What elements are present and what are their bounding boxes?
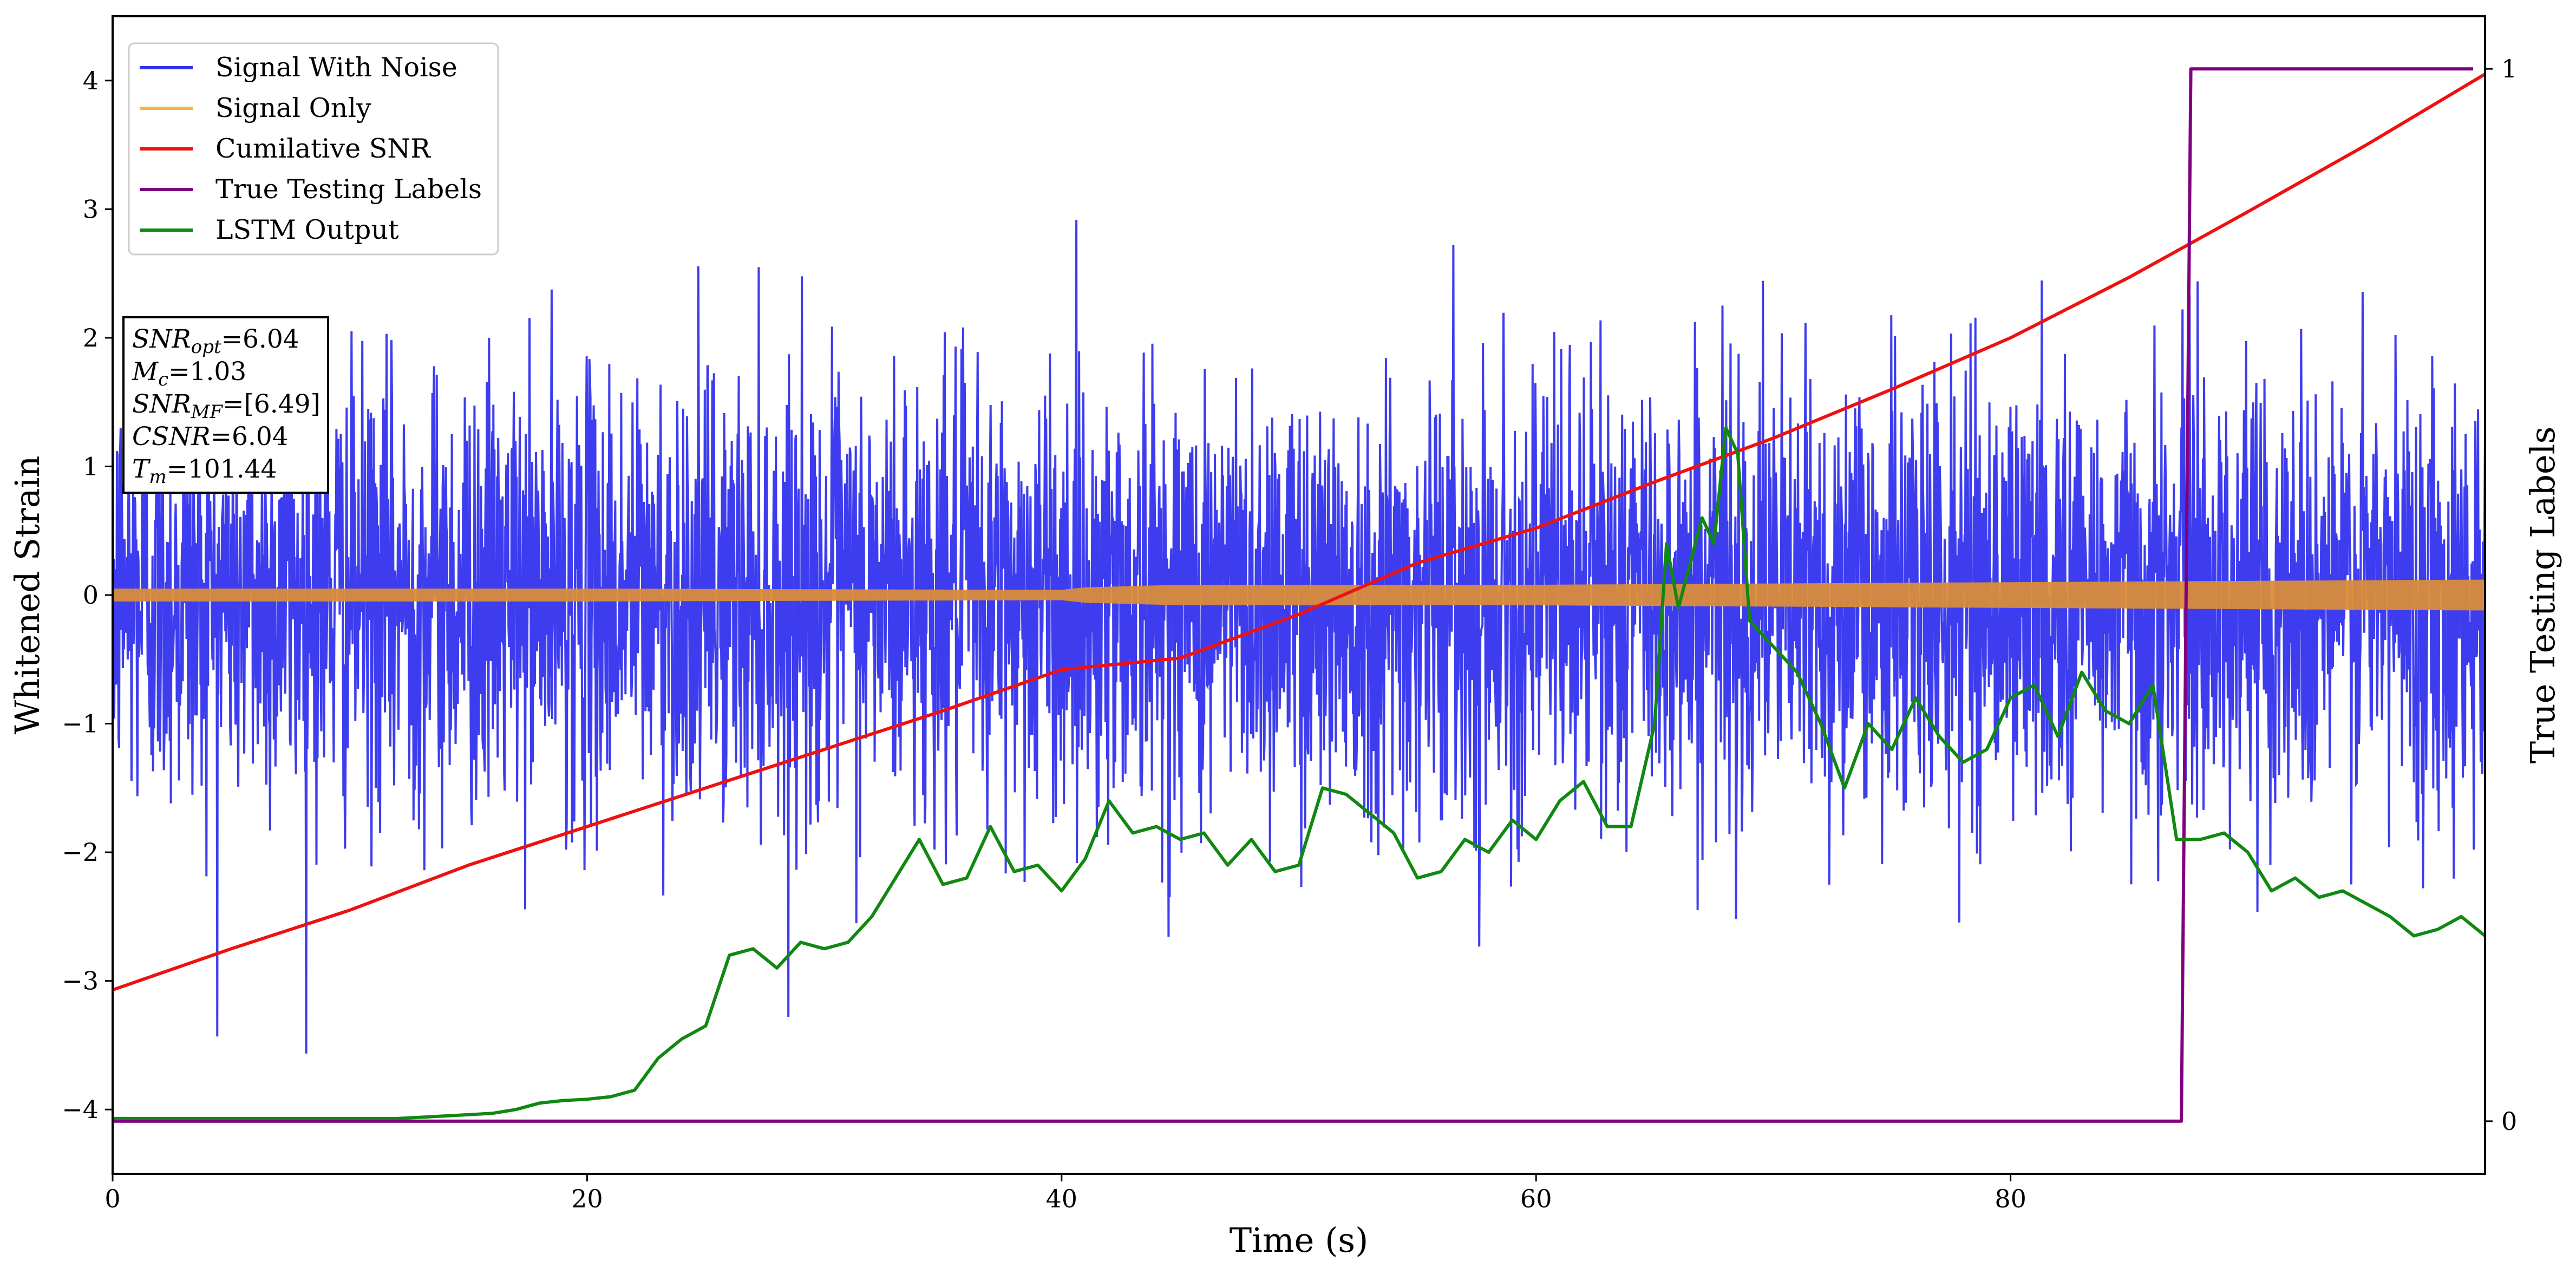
right-tick-label: 1 xyxy=(2501,54,2517,83)
annotation-mc: Mc=1.03 xyxy=(132,357,246,390)
annotation-frame xyxy=(122,316,329,494)
series-true-testing-labels xyxy=(113,67,2474,1123)
signal-with-noise-line xyxy=(112,220,2486,1054)
legend-frame xyxy=(128,42,499,256)
y-tick-label: −2 xyxy=(62,838,99,867)
right-axis-label: True Testing Labels xyxy=(2523,427,2562,764)
legend: Signal With Noise Signal Only Cumilative S… xyxy=(128,42,499,256)
annotation-csnr: CSNR=6.04 xyxy=(132,422,289,452)
y-tick-label: 4 xyxy=(83,66,99,95)
y-tick-label: −3 xyxy=(62,966,99,996)
y-tick-label: 1 xyxy=(83,452,99,481)
x-tick-label: 60 xyxy=(1520,1184,1552,1213)
legend-entry: Signal Only xyxy=(215,93,371,123)
annotation-snr-mf: SNRMF=[6.49] xyxy=(132,389,321,423)
right-axis-ticks: 01 xyxy=(2485,54,2517,1136)
x-tick-label: 20 xyxy=(571,1184,603,1213)
legend-entry: LSTM Output xyxy=(215,214,399,245)
signal-only-band xyxy=(113,579,2485,611)
y-tick-label: 3 xyxy=(83,194,99,224)
x-axis-ticks: 0 20 40 60 80 xyxy=(104,1174,2026,1213)
x-tick-label: 80 xyxy=(1995,1184,2026,1213)
series-lstm-output xyxy=(113,426,2486,1120)
series-cumulative-snr xyxy=(112,73,2486,992)
lstm-output-line xyxy=(113,426,2486,1120)
annotation-snr-opt: SNRopt=6.04 xyxy=(132,324,299,358)
series-signal-with-noise xyxy=(112,220,2486,1054)
x-axis-label: Time (s) xyxy=(1230,1220,1369,1260)
right-tick-label: 0 xyxy=(2501,1107,2517,1136)
y-tick-label: 0 xyxy=(83,580,99,610)
y-axis-ticks: −4 −3 −2 −1 0 1 2 3 4 xyxy=(62,66,113,1124)
series-signal-only xyxy=(113,579,2485,611)
legend-entry: True Testing Labels xyxy=(215,174,482,205)
y-tick-label: −4 xyxy=(62,1095,99,1124)
cumulative-snr-line xyxy=(112,73,2486,992)
true-testing-labels-line xyxy=(113,67,2474,1123)
annotation-box: SNRopt=6.04Mc=1.03SNRMF=[6.49]CSNR=6.04T… xyxy=(122,316,329,494)
y-axis-label: Whitened Strain xyxy=(8,456,47,735)
x-tick-label: 40 xyxy=(1046,1184,1078,1213)
x-tick-label: 0 xyxy=(104,1184,120,1213)
legend-entry: Cumilative SNR xyxy=(215,133,431,164)
y-tick-label: 2 xyxy=(83,323,99,352)
annotation-tm: Tm=101.44 xyxy=(132,454,277,488)
y-tick-label: −1 xyxy=(62,709,99,739)
legend-entry: Signal With Noise xyxy=(215,52,457,83)
